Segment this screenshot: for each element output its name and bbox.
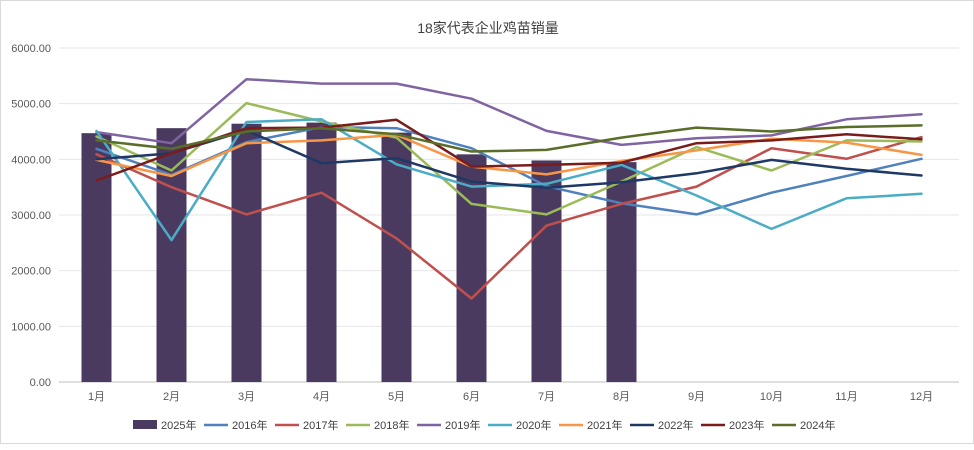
legend-label: 2023年 bbox=[729, 418, 764, 432]
y-tick-label: 6000.00 bbox=[11, 43, 51, 55]
x-tick-label: 11月 bbox=[835, 391, 857, 403]
series-line bbox=[95, 101, 923, 216]
gridlines bbox=[59, 47, 959, 383]
y-tick-label: 4000.00 bbox=[11, 154, 51, 166]
x-tick-label: 3月 bbox=[238, 391, 255, 403]
x-tick-label: 4月 bbox=[313, 391, 330, 403]
legend-label: 2019年 bbox=[445, 418, 480, 432]
bar bbox=[81, 133, 112, 382]
x-tick-label: 2月 bbox=[163, 391, 180, 403]
legend-label: 2017年 bbox=[303, 418, 338, 432]
x-tick-label: 8月 bbox=[613, 391, 630, 403]
legend-label: 2021年 bbox=[587, 418, 622, 432]
x-tick-label: 9月 bbox=[688, 391, 705, 403]
chart-title: 18家代表企业鸡苗销量 bbox=[417, 20, 559, 36]
x-tick-label: 1月 bbox=[88, 391, 105, 403]
legend-label: 2020年 bbox=[516, 418, 551, 432]
y-tick-label: 0.00 bbox=[30, 377, 51, 389]
x-tick-label: 12月 bbox=[910, 391, 933, 403]
bar bbox=[606, 162, 637, 382]
series-line bbox=[95, 124, 923, 153]
bar bbox=[456, 154, 487, 382]
series-line bbox=[95, 133, 923, 178]
legend-label: 2018年 bbox=[374, 418, 409, 432]
bar bbox=[531, 160, 562, 382]
x-tick-label: 6月 bbox=[463, 391, 480, 403]
y-tick-label: 3000.00 bbox=[11, 210, 51, 222]
bar bbox=[306, 122, 337, 383]
y-tick-label: 5000.00 bbox=[11, 99, 51, 111]
bar bbox=[381, 132, 412, 382]
legend-label: 2024年 bbox=[800, 418, 835, 432]
series-line bbox=[95, 135, 923, 300]
axes: 0.00 1000.00 2000.00 3000.00 4000.00 5000.00 6… bbox=[11, 43, 933, 403]
x-tick-label: 7月 bbox=[538, 391, 555, 403]
series-line bbox=[95, 118, 923, 182]
legend-label: 2022年 bbox=[658, 418, 693, 432]
legend-swatch bbox=[133, 420, 157, 429]
x-tick-label: 5月 bbox=[388, 391, 405, 403]
legend-label: 2025年 bbox=[161, 418, 196, 432]
y-tick-label: 1000.00 bbox=[11, 321, 51, 333]
y-tick-label: 2000.00 bbox=[11, 266, 51, 278]
bar bbox=[231, 123, 262, 382]
series-line bbox=[95, 77, 923, 147]
legend: 2025年 2016年 2017年 2018年 2019年 2020年 2021年 2022年… bbox=[133, 418, 835, 432]
x-tick-label: 10月 bbox=[760, 391, 783, 403]
legend-label: 2016年 bbox=[232, 418, 267, 432]
line-series bbox=[95, 77, 923, 300]
